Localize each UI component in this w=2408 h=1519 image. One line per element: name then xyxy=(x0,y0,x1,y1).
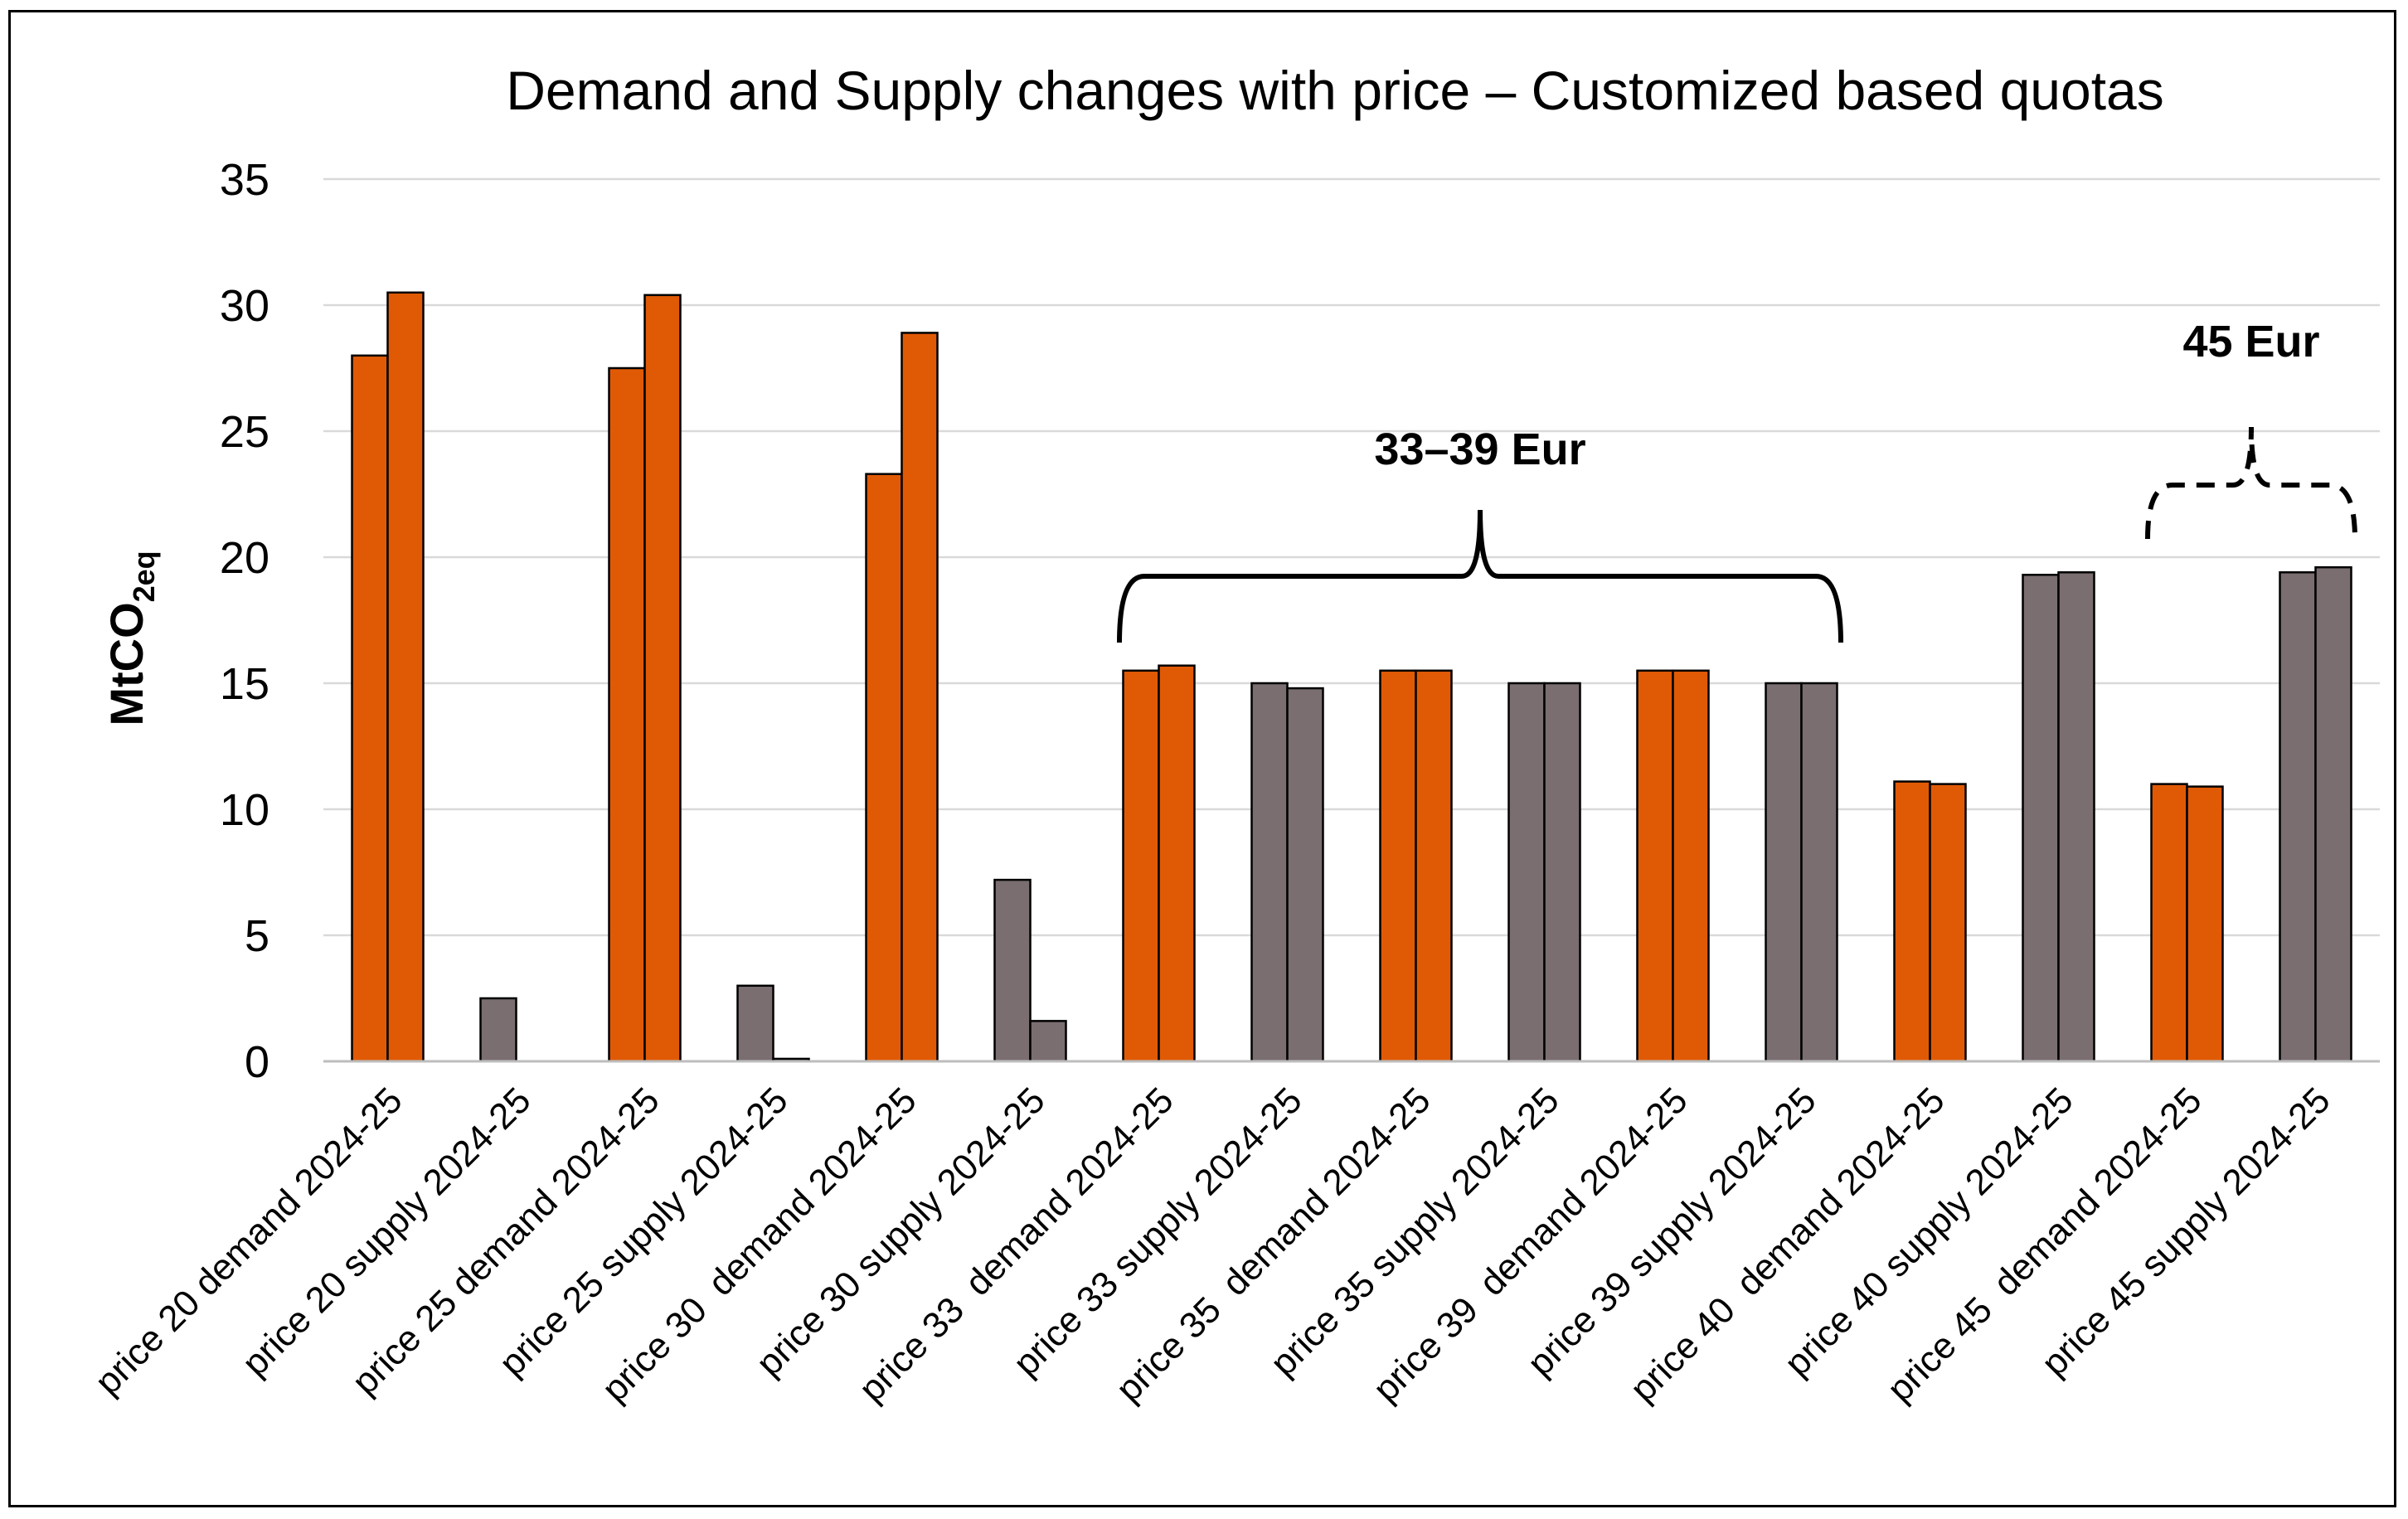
y-axis-label: MtCO2eq xyxy=(100,551,161,726)
bar-14-2024 xyxy=(2022,574,2060,1063)
bar-14-2025 xyxy=(2057,570,2095,1063)
brace-1 xyxy=(1117,509,1843,643)
bar-9-2025 xyxy=(1415,669,1453,1063)
bar-16-2025 xyxy=(2314,565,2352,1063)
y-tick-label: 10 xyxy=(220,785,269,835)
y-tick-label: 0 xyxy=(245,1037,269,1087)
bar-15-2025 xyxy=(2186,785,2224,1063)
annotations: 33–39 Eur 45 Eur xyxy=(1117,317,2357,643)
bar-13-2025 xyxy=(1929,783,1967,1063)
annotation-label: 45 Eur xyxy=(2182,317,2319,366)
bar-2-2024 xyxy=(479,997,517,1063)
bar-1-2024 xyxy=(351,354,389,1063)
bar-8-2024 xyxy=(1250,682,1289,1063)
bar-8-2025 xyxy=(1286,687,1324,1063)
y-tick-label: 30 xyxy=(220,281,269,331)
bar-6-2024 xyxy=(993,878,1032,1063)
bar-13-2024 xyxy=(1893,780,1931,1063)
bar-1-2025 xyxy=(386,291,425,1063)
bar-5-2024 xyxy=(865,473,903,1063)
bar-16-2024 xyxy=(2279,570,2317,1063)
bar-12-2025 xyxy=(1800,682,1838,1063)
y-axis-ticks: 0 5 10 15 20 25 30 35 xyxy=(220,155,269,1087)
bar-9-2024 xyxy=(1379,669,1417,1063)
bar-12-2024 xyxy=(1765,682,1803,1063)
y-tick-label: 5 xyxy=(245,911,269,961)
y-tick-label: 25 xyxy=(220,407,269,457)
bar-3-2025 xyxy=(643,294,682,1063)
bars xyxy=(351,291,2352,1063)
bar-6-2025 xyxy=(1029,1020,1067,1063)
chart-title: Demand and Supply changes with price – C… xyxy=(506,60,2164,121)
bar-10-2024 xyxy=(1507,682,1546,1063)
brace-2 xyxy=(2145,426,2357,540)
bar-11-2024 xyxy=(1636,669,1674,1063)
bar-3-2024 xyxy=(608,366,646,1063)
y-tick-label: 35 xyxy=(220,155,269,205)
bar-7-2025 xyxy=(1158,664,1196,1063)
bar-10-2025 xyxy=(1543,682,1581,1063)
bar-15-2024 xyxy=(2150,783,2188,1063)
bar-7-2024 xyxy=(1122,669,1160,1063)
bar-5-2025 xyxy=(901,332,939,1063)
y-tick-label: 20 xyxy=(220,533,269,583)
bar-11-2025 xyxy=(1672,669,1710,1063)
annotation-label: 33–39 Eur xyxy=(1374,425,1585,474)
bar-4-2024 xyxy=(736,984,774,1063)
y-tick-label: 15 xyxy=(220,659,269,709)
